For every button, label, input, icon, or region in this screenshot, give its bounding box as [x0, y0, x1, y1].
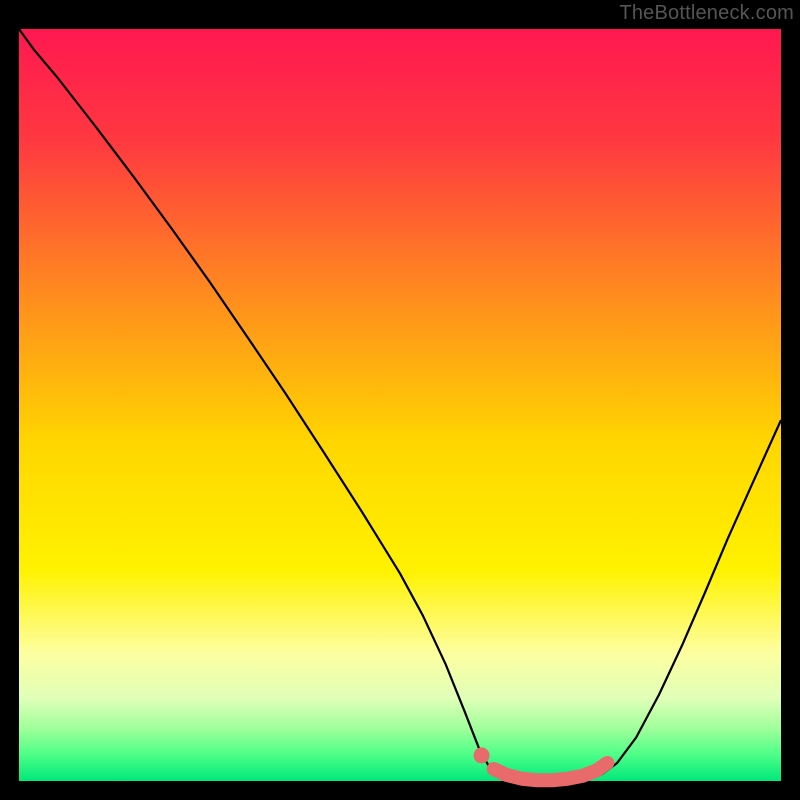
- chart-container: TheBottleneck.com: [0, 0, 800, 800]
- chart-svg: [0, 0, 800, 800]
- optimal-range-endpoint-dot: [474, 747, 490, 763]
- plot-background: [19, 29, 781, 781]
